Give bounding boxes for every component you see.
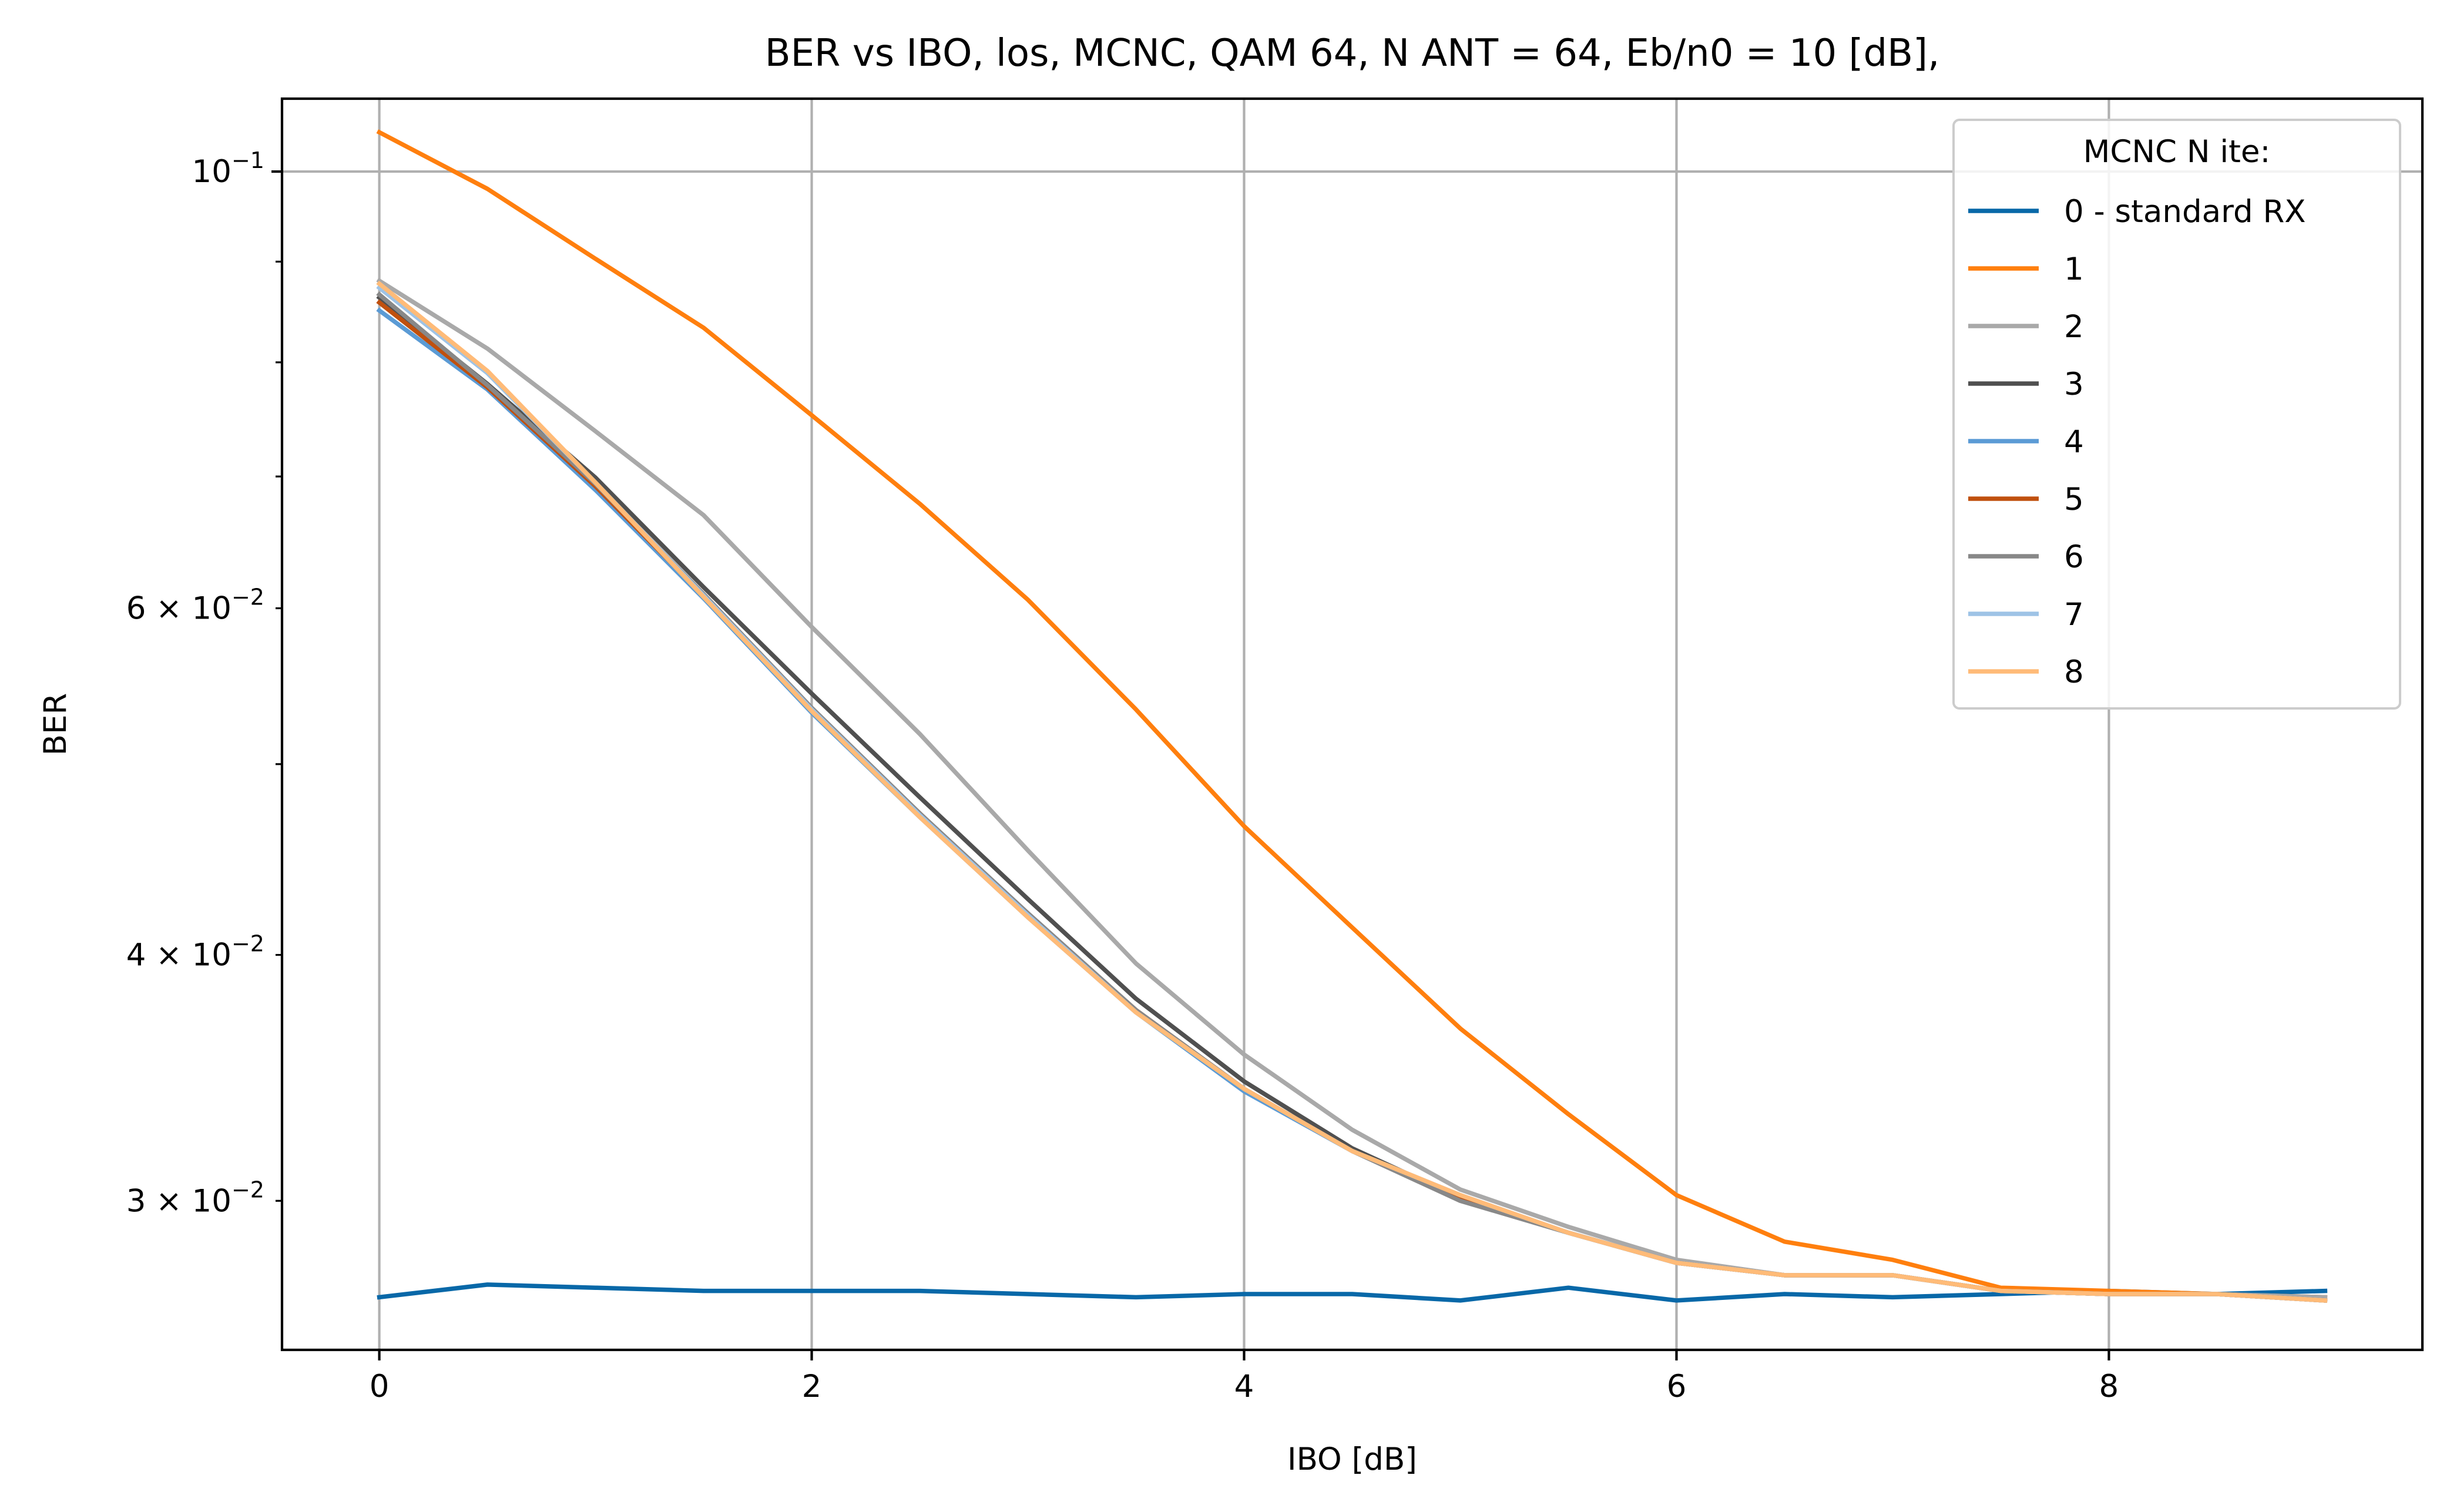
- x-tick-label: 2: [802, 1369, 822, 1405]
- legend: MCNC N ite: 0 - standard RX 1 2 3 4 5 6 7 8: [1952, 119, 2401, 710]
- series-line-1: [376, 129, 2328, 1300]
- legend-entry-2: 2: [2064, 309, 2084, 345]
- series-line-8: [376, 280, 2328, 1303]
- legend-box: [1952, 119, 2401, 710]
- plot-frame: [280, 97, 2424, 1352]
- legend-entry-8: 8: [2064, 654, 2084, 690]
- chart-title: BER vs IBO, los, MCNC, QAM 64, N ANT = 6…: [765, 32, 1940, 75]
- y-tick-label: 6 × 10−2: [126, 584, 264, 627]
- axis-ticks: 0 2 4 6 8 10−1 3 × 10−2 4 × 10−2 6 × 10−2: [126, 147, 2119, 1405]
- legend-entry-5: 5: [2064, 482, 2084, 518]
- y-axis-label: BER: [38, 693, 73, 756]
- series-line-0: [377, 1282, 2328, 1303]
- legend-entry-6: 6: [2064, 539, 2084, 575]
- legend-entry-4: 4: [2064, 424, 2084, 460]
- y-tick-label: 10−1: [192, 147, 264, 190]
- legend-entry-7: 7: [2064, 597, 2084, 633]
- x-tick-label: 6: [1667, 1369, 1687, 1405]
- legend-entry-1: 1: [2064, 251, 2084, 287]
- x-tick-label: 4: [1234, 1369, 1254, 1405]
- x-tick-label: 0: [370, 1369, 390, 1405]
- y-tick-label: 3 × 10−2: [126, 1177, 264, 1219]
- x-axis-label: IBO [dB]: [1287, 1442, 1417, 1477]
- y-tick-label: 4 × 10−2: [126, 931, 264, 973]
- legend-title: MCNC N ite:: [2083, 134, 2271, 170]
- series-lines: [376, 129, 2328, 1303]
- legend-entry-0: 0 - standard RX: [2064, 194, 2306, 230]
- legend-entry-3: 3: [2064, 367, 2084, 402]
- x-tick-label: 8: [2099, 1369, 2119, 1405]
